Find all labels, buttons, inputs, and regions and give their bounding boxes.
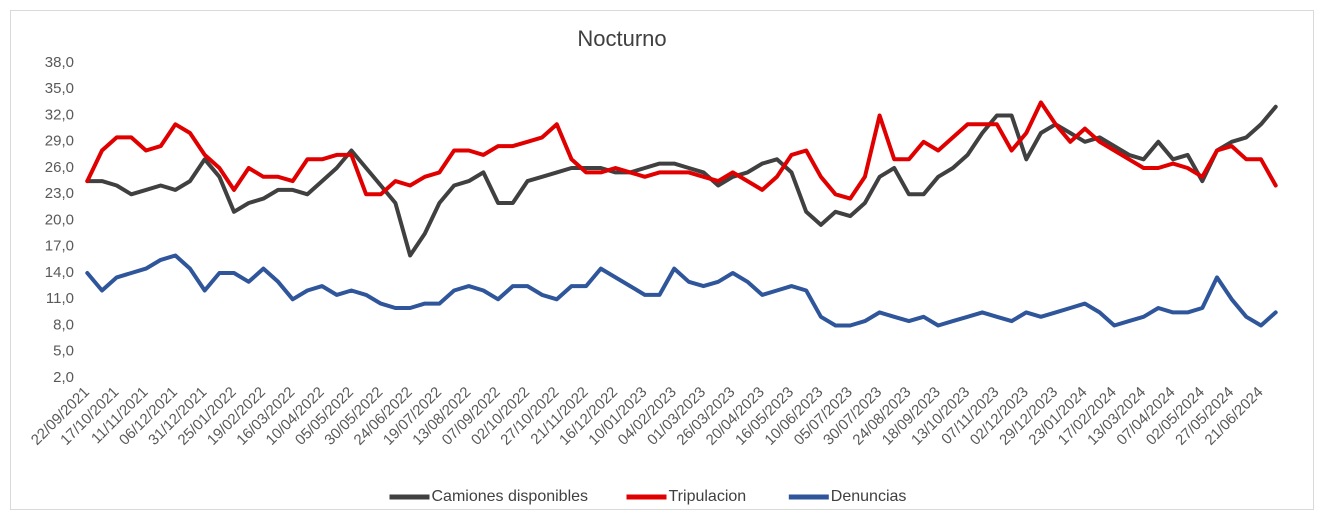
y-tick-label: 29,0: [45, 133, 74, 150]
y-tick-label: 32,0: [45, 106, 74, 123]
y-tick-label: 38,0: [45, 54, 74, 71]
legend-label: Denuncias: [831, 488, 907, 505]
y-tick-label: 20,0: [45, 211, 74, 228]
legend-label: Camiones disponibles: [432, 488, 589, 505]
y-tick-label: 26,0: [45, 159, 74, 176]
series-line: [85, 253, 1278, 328]
chart-frame: [10, 10, 1314, 510]
chart-title: Nocturno: [577, 26, 666, 51]
y-tick-label: 23,0: [45, 185, 74, 202]
legend-label: Tripulacion: [669, 488, 747, 505]
series-line: [85, 100, 1278, 201]
y-tick-label: 17,0: [45, 238, 74, 255]
y-tick-label: 8,0: [53, 316, 74, 333]
y-tick-label: 5,0: [53, 343, 74, 360]
y-tick-label: 35,0: [45, 80, 74, 97]
y-tick-label: 11,0: [46, 290, 74, 307]
y-tick-label: 14,0: [45, 264, 74, 281]
y-tick-label: 2,0: [53, 369, 74, 386]
